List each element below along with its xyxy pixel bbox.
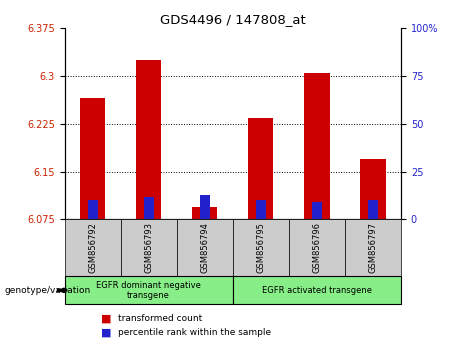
Text: GSM856797: GSM856797 xyxy=(368,222,378,273)
Text: genotype/variation: genotype/variation xyxy=(5,286,91,295)
Title: GDS4496 / 147808_at: GDS4496 / 147808_at xyxy=(160,13,306,26)
Text: GSM856796: GSM856796 xyxy=(313,222,321,273)
Bar xyxy=(304,73,330,219)
Bar xyxy=(312,202,322,219)
Bar xyxy=(200,195,210,219)
Text: EGFR dominant negative
transgene: EGFR dominant negative transgene xyxy=(96,281,201,300)
Bar xyxy=(361,159,386,219)
Bar xyxy=(136,60,161,219)
Text: GSM856795: GSM856795 xyxy=(256,222,266,273)
Text: ■: ■ xyxy=(101,314,112,324)
Bar xyxy=(192,207,218,219)
Text: percentile rank within the sample: percentile rank within the sample xyxy=(118,328,271,337)
Bar xyxy=(368,200,378,219)
Bar xyxy=(88,200,98,219)
Text: GSM856793: GSM856793 xyxy=(144,222,153,273)
Bar xyxy=(80,98,105,219)
Text: transformed count: transformed count xyxy=(118,314,202,323)
Bar xyxy=(144,196,154,219)
Text: EGFR activated transgene: EGFR activated transgene xyxy=(262,286,372,295)
Bar xyxy=(256,200,266,219)
Text: GSM856794: GSM856794 xyxy=(200,222,209,273)
Bar xyxy=(248,118,273,219)
Text: ■: ■ xyxy=(101,328,112,338)
Text: GSM856792: GSM856792 xyxy=(88,222,97,273)
